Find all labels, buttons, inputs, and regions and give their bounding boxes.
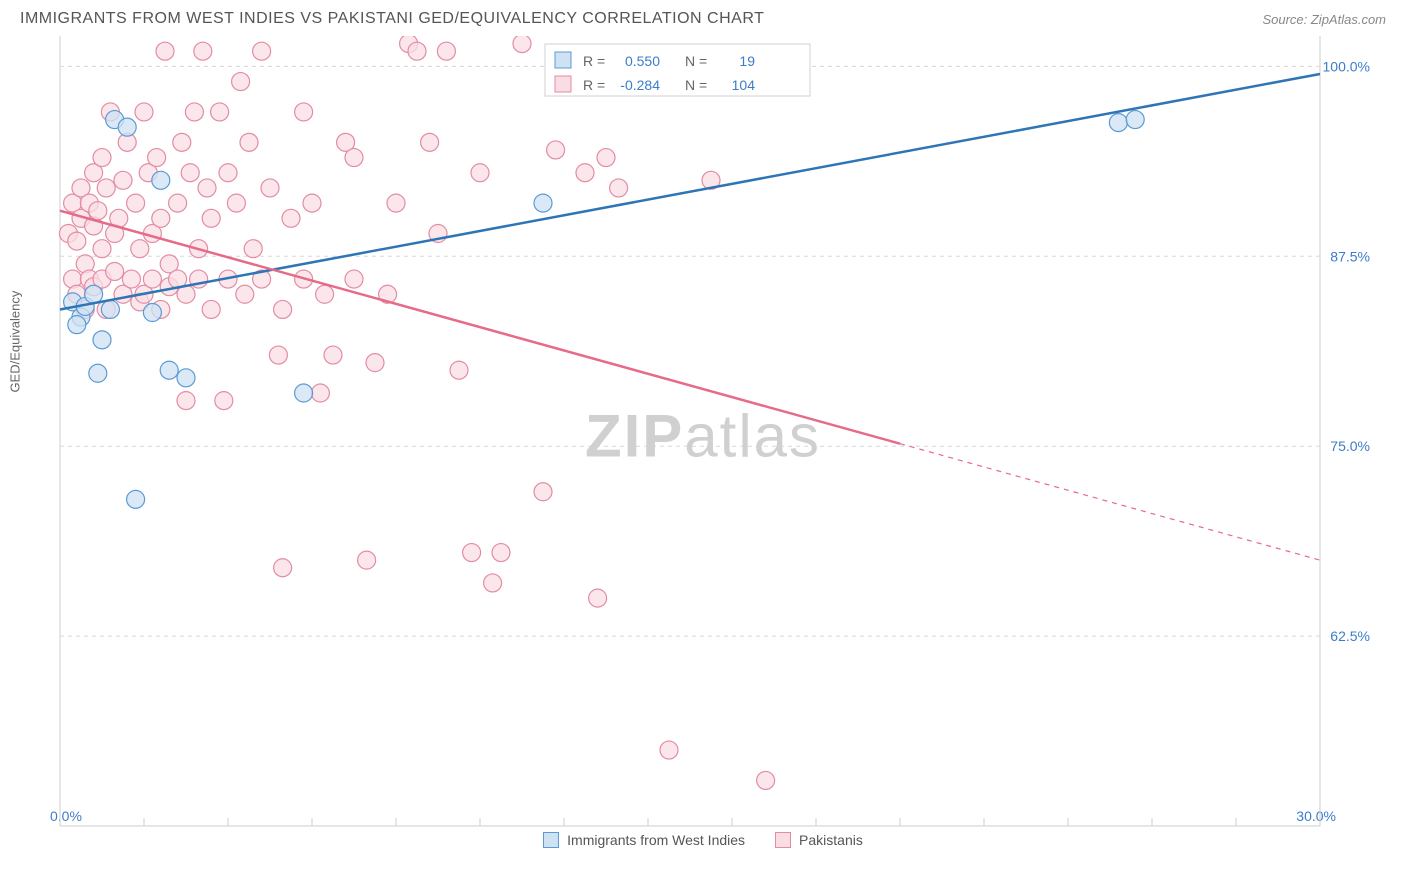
source-attribution: Source: ZipAtlas.com [1262, 12, 1386, 27]
y-axis-label: GED/Equivalency [8, 291, 23, 393]
svg-text:R =: R = [583, 77, 605, 93]
svg-text:100.0%: 100.0% [1323, 58, 1370, 74]
svg-text:104: 104 [732, 77, 756, 93]
correlation-chart: 62.5% 75.0% 87.5% 100.0% R = 0.550 N = 19 R = -0.… [20, 36, 1386, 836]
svg-text:0.550: 0.550 [625, 53, 660, 69]
svg-text:62.5%: 62.5% [1330, 628, 1370, 644]
svg-text:75.0%: 75.0% [1330, 438, 1370, 454]
svg-text:N =: N = [685, 53, 707, 69]
svg-text:-0.284: -0.284 [620, 77, 660, 93]
svg-text:R =: R = [583, 53, 605, 69]
svg-text:87.5%: 87.5% [1330, 248, 1370, 264]
svg-text:19: 19 [739, 53, 755, 69]
chart-title: IMMIGRANTS FROM WEST INDIES VS PAKISTANI… [20, 10, 764, 28]
svg-text:N =: N = [685, 77, 707, 93]
